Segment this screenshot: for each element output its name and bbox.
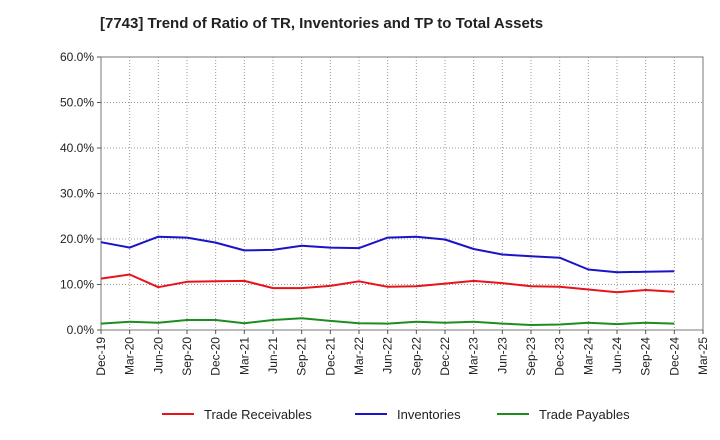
y-tick-label: 30.0% <box>60 187 94 201</box>
y-tick-label: 40.0% <box>60 141 94 155</box>
x-tick-label: Dec-20 <box>209 337 223 376</box>
x-tick-label: Jun-23 <box>495 337 509 374</box>
axis-layer: 0.0% 10.0% 20.0% 30.0% 40.0% 50.0% 60.0% Dec-19… <box>60 50 710 376</box>
y-tick-label: 20.0% <box>60 232 94 246</box>
x-tick-label: Jun-24 <box>610 337 624 374</box>
x-tick-label: Mar-24 <box>581 337 595 375</box>
x-tick-label: Mar-22 <box>352 337 366 375</box>
x-tick-label: Dec-24 <box>667 337 681 376</box>
grid-layer <box>101 57 703 330</box>
x-tick-label: Mar-20 <box>123 337 137 375</box>
chart-legend: Trade Receivables Inventories Trade Payabl… <box>162 407 630 422</box>
x-tick-label: Dec-21 <box>323 337 337 376</box>
x-tick-label: Sep-24 <box>639 337 653 376</box>
legend-label-trade-payables: Trade Payables <box>539 407 630 422</box>
plot-border <box>100 56 704 331</box>
x-tick-label: Sep-23 <box>524 337 538 376</box>
x-tick-label: Mar-25 <box>696 337 710 375</box>
x-tick-label: Jun-22 <box>381 337 395 374</box>
legend-label-inventories: Inventories <box>397 407 461 422</box>
chart-title: [7743] Trend of Ratio of TR, Inventories… <box>100 15 544 32</box>
x-tick-label: Sep-20 <box>180 337 194 376</box>
x-tick-label: Mar-21 <box>237 337 251 375</box>
x-tick-label: Dec-22 <box>438 337 452 376</box>
series-layer <box>100 235 675 326</box>
y-tick-label: 0.0% <box>67 323 95 337</box>
series-line-trade-payables <box>100 317 675 326</box>
x-tick-label: Jun-21 <box>266 337 280 374</box>
y-tick-label: 60.0% <box>60 50 94 64</box>
x-tick-label: Dec-23 <box>553 337 567 376</box>
y-tick-label: 10.0% <box>60 278 94 292</box>
x-tick-label: Dec-19 <box>94 337 108 376</box>
x-tick-label: Mar-23 <box>467 337 481 375</box>
series-line-trade-receivables <box>100 273 675 294</box>
series-line-inventories <box>100 235 675 274</box>
x-tick-label: Sep-21 <box>295 337 309 376</box>
y-tick-label: 50.0% <box>60 96 94 110</box>
x-tick-label: Sep-22 <box>409 337 423 376</box>
x-tick-label: Jun-20 <box>151 337 165 374</box>
legend-label-trade-receivables: Trade Receivables <box>204 407 312 422</box>
